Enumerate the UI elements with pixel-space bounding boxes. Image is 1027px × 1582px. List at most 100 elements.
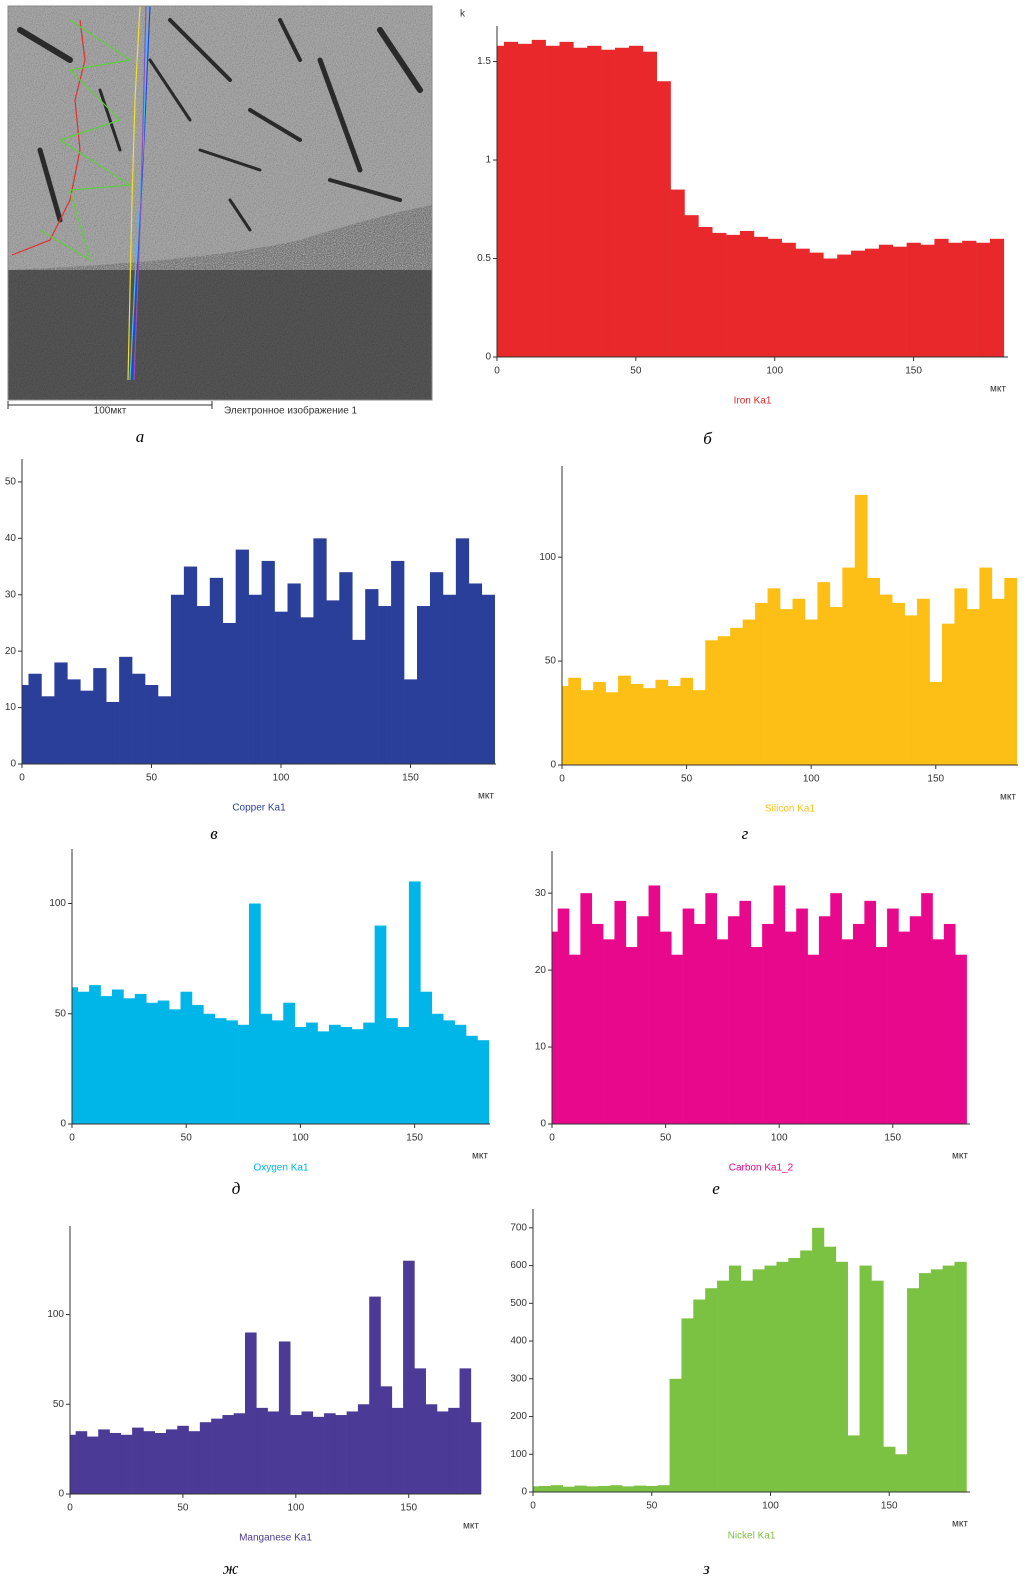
bar xyxy=(352,639,366,764)
bar xyxy=(326,600,340,764)
bar xyxy=(420,991,433,1124)
bar xyxy=(628,45,644,358)
bar xyxy=(667,686,681,765)
series-name: Iron Ka1 xyxy=(734,396,772,407)
bar xyxy=(823,258,838,357)
bar xyxy=(301,1411,314,1494)
y-tick-label: 30 xyxy=(535,888,547,899)
y-tick-label: 400 xyxy=(510,1336,527,1347)
panel-label: ж xyxy=(223,1559,239,1578)
bar xyxy=(1004,577,1018,765)
bar xyxy=(339,572,353,764)
bar xyxy=(781,242,796,357)
bar xyxy=(169,1009,181,1124)
bar xyxy=(818,916,831,1124)
bar xyxy=(841,939,854,1124)
bar xyxy=(587,45,602,358)
bar xyxy=(853,923,865,1124)
bar xyxy=(443,1020,455,1124)
bar xyxy=(655,679,669,765)
bar xyxy=(517,43,533,358)
bar xyxy=(233,1413,246,1494)
bar xyxy=(545,45,560,358)
y-tick-label: 700 xyxy=(510,1222,527,1233)
bar xyxy=(630,683,644,765)
bar xyxy=(879,594,893,765)
y-tick-label: 0 xyxy=(60,1119,66,1130)
y-tick-label: 50 xyxy=(5,477,17,488)
bar xyxy=(408,881,421,1124)
bar xyxy=(191,1004,204,1124)
bar xyxy=(739,900,752,1124)
bar xyxy=(657,1485,670,1492)
y-tick-label: 40 xyxy=(5,533,17,544)
y-tick-label: 20 xyxy=(535,965,547,976)
bar xyxy=(642,51,657,358)
bar xyxy=(867,577,881,765)
bar xyxy=(109,1432,122,1494)
bar xyxy=(425,1404,438,1494)
bar xyxy=(170,594,185,764)
bar xyxy=(705,893,718,1124)
bar xyxy=(605,692,619,765)
bar xyxy=(835,1261,848,1492)
bar xyxy=(380,1386,393,1494)
sem-line-scans xyxy=(11,6,151,381)
bar xyxy=(693,1299,706,1492)
bar xyxy=(28,673,42,764)
bar xyxy=(929,681,943,765)
bar xyxy=(698,227,713,357)
bar xyxy=(586,1486,599,1492)
bar xyxy=(209,577,224,764)
bar xyxy=(146,1002,158,1124)
y-tick-label: 10 xyxy=(535,1042,547,1053)
y-tick-label: 1.5 xyxy=(477,56,491,67)
bar xyxy=(165,1429,178,1494)
y-axis-label: k xyxy=(460,9,466,20)
x-tick-label: 150 xyxy=(400,1503,417,1514)
bar xyxy=(328,1024,341,1124)
bar xyxy=(712,232,727,357)
x-tick-label: 50 xyxy=(146,773,158,784)
bar xyxy=(642,688,656,765)
y-tick-label: 10 xyxy=(5,702,17,713)
bar xyxy=(196,606,211,764)
bar xyxy=(593,681,606,765)
bar xyxy=(716,939,729,1124)
chart: Silicon Ka1 0 50 100 0 50 100 150 мкт г xyxy=(539,466,1018,843)
bar xyxy=(312,1416,325,1494)
y-tick-label: 50 xyxy=(545,656,557,667)
y-tick-label: 30 xyxy=(5,589,17,600)
bar xyxy=(417,606,431,764)
bar xyxy=(740,230,755,357)
bar xyxy=(226,1020,238,1124)
sem-image xyxy=(8,6,432,400)
bar xyxy=(976,242,991,357)
x-tick-label: 150 xyxy=(905,366,922,377)
x-tick-label: 50 xyxy=(177,1503,189,1514)
bar xyxy=(363,1022,375,1124)
chart: Nickel Ka1 0 100 200 300 400 500 600 700 0 50 100 15… xyxy=(510,1209,970,1578)
bar xyxy=(157,1000,170,1124)
y-tick-label: 300 xyxy=(510,1373,527,1384)
panel-label: в xyxy=(210,824,218,843)
y-tick-label: 0.5 xyxy=(477,253,491,264)
bar xyxy=(955,954,967,1124)
bar xyxy=(752,1269,765,1492)
y-tick-label: 100 xyxy=(47,1309,64,1320)
bar xyxy=(67,679,81,764)
bar xyxy=(680,677,694,765)
bar xyxy=(943,923,956,1124)
x-axis-label: мкт xyxy=(952,1151,968,1162)
bar xyxy=(378,606,392,764)
bar xyxy=(659,931,672,1124)
bar xyxy=(54,662,68,764)
x-tick-label: 100 xyxy=(762,1501,779,1512)
x-tick-label: 0 xyxy=(559,774,565,785)
bar xyxy=(906,242,921,357)
bar xyxy=(837,254,852,357)
x-tick-label: 0 xyxy=(549,1133,555,1144)
panel-label: е xyxy=(712,1179,720,1198)
x-tick-label: 150 xyxy=(881,1501,898,1512)
